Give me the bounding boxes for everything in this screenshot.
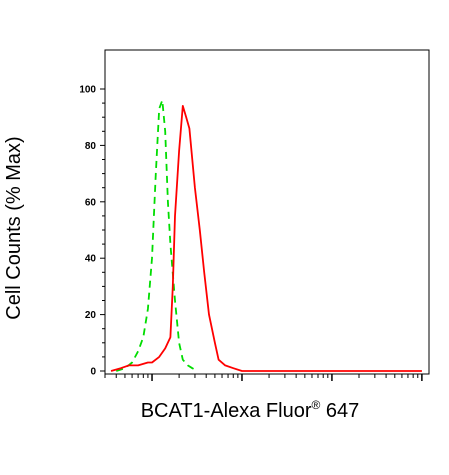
x-axis-label-registered: ® [311,398,321,412]
plot-frame [104,49,430,375]
series-line-1 [110,105,422,372]
x-axis-label: BCAT1-Alexa Fluor® 647 [90,398,410,423]
series-line-0 [115,99,198,372]
y-tick-label: 20 [85,310,97,321]
y-tick-label: 80 [85,141,97,152]
y-tick-label: 100 [79,85,96,96]
y-tick-label: 0 [90,367,96,378]
y-axis-label: Cell Counts (% Max) [3,136,25,320]
y-axis-ticks: 0 20 40 60 80 100 [79,85,105,378]
x-axis-label-text: BCAT1-Alexa Fluor [140,400,312,422]
y-tick-label: 40 [85,254,97,265]
series-group [110,99,422,372]
y-tick-label: 60 [85,197,97,208]
x-axis-ticks [104,374,423,381]
x-axis-label-suffix: 647 [320,400,360,422]
